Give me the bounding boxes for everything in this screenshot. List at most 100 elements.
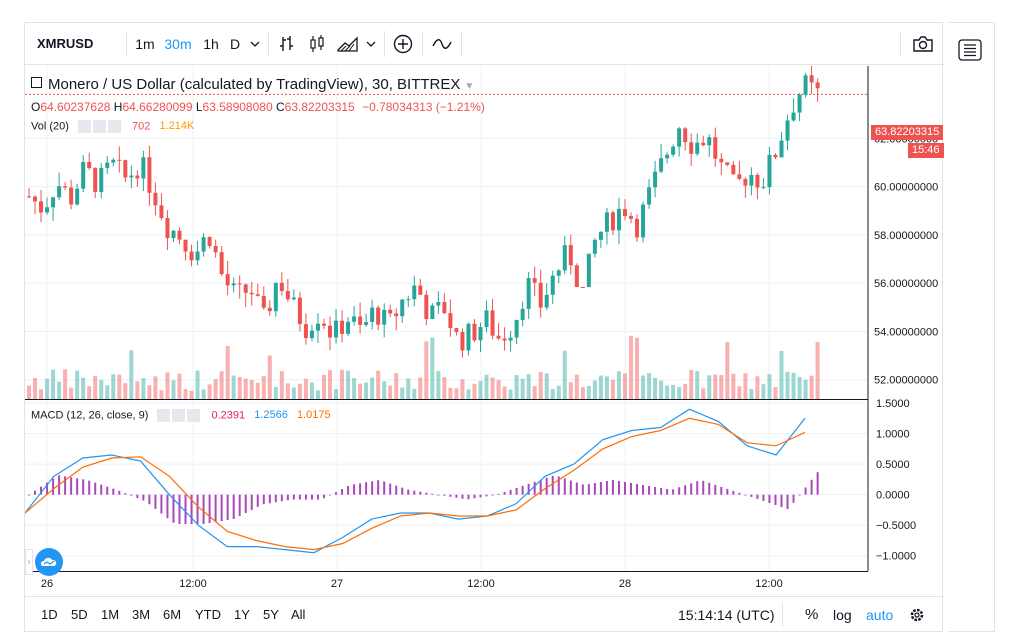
volume-bar: [532, 385, 537, 399]
volume-bar: [135, 381, 140, 399]
candle-body: [713, 137, 718, 159]
chevron-down-icon[interactable]: [247, 23, 263, 65]
candle-body: [99, 167, 104, 193]
candle-body: [51, 197, 56, 208]
macd-histogram-bar: [527, 483, 530, 495]
volume-bar: [490, 377, 495, 399]
toolbar-divider: [900, 31, 901, 57]
macd-histogram-bar: [581, 484, 584, 495]
low-value: 63.58908080: [202, 100, 273, 114]
chevron-down-icon[interactable]: [363, 23, 379, 65]
range-1m-button[interactable]: 1M: [101, 607, 120, 622]
gear-icon[interactable]: [909, 597, 927, 633]
macd-histogram-bar: [148, 494, 151, 505]
plus-circle-icon[interactable]: [390, 23, 416, 65]
range-all-button[interactable]: All: [291, 607, 306, 622]
macd-histogram-bar: [642, 485, 645, 495]
utc-clock[interactable]: 15:14:14 (UTC): [678, 607, 775, 623]
chevron-down-icon[interactable]: ▼: [464, 81, 475, 92]
candle-body: [105, 162, 110, 168]
volume-bar: [87, 386, 92, 399]
candle-body: [418, 285, 423, 295]
macd-histogram-bar: [515, 487, 518, 495]
volume-value: 702: [132, 120, 151, 133]
macd-histogram-bar: [262, 494, 265, 505]
gear-icon[interactable]: [172, 409, 186, 422]
interval-d-button[interactable]: D: [229, 36, 241, 52]
candle-body: [671, 146, 676, 155]
chart-area[interactable]: 62.0000000060.0000000058.0000000056.0000…: [24, 64, 944, 596]
change-value: −0.78034313 (−1.21%): [362, 100, 485, 114]
range-ytd-button[interactable]: YTD: [195, 607, 221, 622]
collapse-icon[interactable]: [31, 77, 42, 88]
macd-histogram-bar: [557, 476, 560, 495]
macd-histogram-bar: [599, 482, 602, 495]
candle-body: [743, 178, 748, 186]
range-6m-button[interactable]: 6M: [163, 607, 182, 622]
collapse-left-handle[interactable]: ›: [25, 549, 33, 575]
cloud-icon[interactable]: [35, 548, 63, 576]
close-icon[interactable]: [107, 120, 121, 133]
bars-icon[interactable]: [275, 23, 299, 65]
candle-body: [755, 174, 760, 188]
list-icon[interactable]: [958, 39, 982, 61]
gear-icon[interactable]: [92, 120, 106, 133]
volume-bar: [303, 378, 308, 399]
volume-bar: [117, 374, 122, 399]
range-5y-button[interactable]: 5Y: [263, 607, 279, 622]
candle-body: [791, 112, 796, 121]
candle-body: [315, 323, 320, 331]
volume-bar: [334, 389, 339, 399]
candle-body: [183, 239, 188, 252]
candles-icon[interactable]: [305, 23, 329, 65]
macd-histogram-bar: [750, 494, 753, 497]
interval-1h-button[interactable]: 1h: [203, 36, 219, 52]
interval-30m-button[interactable]: 30m: [164, 36, 192, 52]
high-key: H: [113, 100, 123, 114]
candle-body: [526, 278, 531, 309]
wave-icon[interactable]: [428, 23, 456, 65]
candle-body: [520, 308, 525, 320]
macd-histogram-bar: [437, 494, 440, 496]
macd-histogram-bar: [455, 494, 458, 498]
macd-histogram-bar: [100, 484, 103, 495]
auto-scale-button[interactable]: auto: [866, 607, 894, 623]
range-1d-button[interactable]: 1D: [41, 607, 58, 622]
percent-scale-button[interactable]: %: [805, 606, 819, 623]
candle-body: [297, 297, 302, 325]
candle-body: [785, 120, 790, 141]
eye-icon[interactable]: [157, 409, 171, 422]
camera-icon[interactable]: [909, 23, 937, 65]
volume-bar: [478, 380, 483, 399]
candle-body: [273, 282, 278, 312]
range-1y-button[interactable]: 1Y: [234, 607, 250, 622]
range-3m-button[interactable]: 3M: [132, 607, 151, 622]
volume-ma-value: 1.214K: [159, 120, 195, 133]
volume-bar: [39, 389, 44, 399]
range-5d-button[interactable]: 5D: [71, 607, 88, 622]
study-controls[interactable]: [77, 120, 123, 133]
volume-bar: [466, 389, 471, 399]
log-scale-button[interactable]: log: [833, 607, 852, 623]
area-chart-icon[interactable]: [335, 23, 361, 65]
macd-histogram-bar: [762, 494, 765, 501]
candle-body: [406, 299, 411, 301]
candle-body: [159, 205, 164, 218]
macd-histogram-bar: [395, 485, 398, 495]
candle-body: [358, 316, 363, 325]
candle-body: [171, 230, 176, 239]
macd-histogram-bar: [593, 483, 596, 495]
close-icon[interactable]: [187, 409, 201, 422]
interval-1m-button[interactable]: 1m: [135, 36, 155, 52]
macd-histogram-bar: [304, 494, 307, 500]
volume-bar: [406, 378, 411, 399]
volume-bar: [328, 370, 332, 399]
price-chart[interactable]: 62.0000000060.0000000058.0000000056.0000…: [24, 64, 944, 596]
study-controls[interactable]: [157, 409, 202, 422]
macd-histogram-bar: [551, 475, 554, 495]
macd-histogram-bar: [509, 489, 512, 495]
candle-body: [544, 294, 549, 308]
symbol-search-button[interactable]: XMRUSD: [37, 36, 94, 51]
candle-body: [382, 309, 387, 325]
eye-icon[interactable]: [77, 120, 91, 133]
